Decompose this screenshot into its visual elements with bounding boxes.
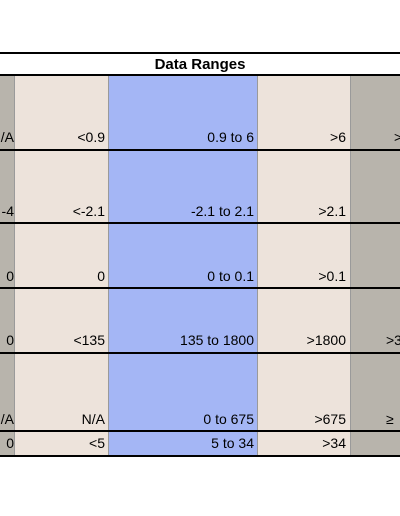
- table-cell: 0 to 0.1: [207, 268, 254, 284]
- row-divider: [0, 430, 400, 432]
- table-cell: >34: [322, 435, 346, 451]
- column-divider: [108, 76, 109, 455]
- table-cell: >1800: [306, 332, 346, 348]
- table-cell: 0: [97, 268, 105, 284]
- table-cell: -2.1 to 2.1: [190, 203, 254, 219]
- table-cell: >0.1: [318, 268, 346, 284]
- table-cell: /A: [0, 129, 14, 145]
- table-cell: 5 to 34: [211, 435, 254, 451]
- table-cell: ≥: [386, 411, 394, 427]
- low-range-column: [14, 76, 108, 455]
- row-divider: [0, 352, 400, 354]
- table-cell: -4: [1, 203, 14, 219]
- table-cell: <135: [73, 332, 105, 348]
- table-cell: 0: [6, 268, 14, 284]
- table-cell: >6: [330, 129, 346, 145]
- table-cell: >2.1: [318, 203, 346, 219]
- table-cell: 0: [6, 332, 14, 348]
- table-title: Data Ranges: [0, 52, 400, 76]
- row-divider: [0, 455, 400, 457]
- normal-range-column: [108, 76, 257, 455]
- table-cell: 0 to 675: [203, 411, 254, 427]
- left-gray-column: [0, 76, 14, 455]
- table-cell: >675: [314, 411, 346, 427]
- table-cell: 135 to 1800: [180, 332, 254, 348]
- column-divider: [14, 76, 15, 455]
- right-gray-column: [350, 76, 400, 455]
- table-cell: >3: [386, 332, 400, 348]
- high-range-column: [257, 76, 350, 455]
- table-cell: <5: [89, 435, 105, 451]
- column-divider: [257, 76, 258, 455]
- table-cell: 0: [6, 435, 14, 451]
- row-divider: [0, 287, 400, 289]
- row-divider: [0, 149, 400, 151]
- table-cell: >: [394, 129, 400, 145]
- column-divider: [350, 76, 351, 455]
- table-cell: /A: [0, 411, 14, 427]
- table-cell: <0.9: [77, 129, 105, 145]
- table-cell: <-2.1: [72, 203, 105, 219]
- table-cell: N/A: [81, 411, 105, 427]
- row-divider: [0, 222, 400, 224]
- table-cell: 0.9 to 6: [207, 129, 254, 145]
